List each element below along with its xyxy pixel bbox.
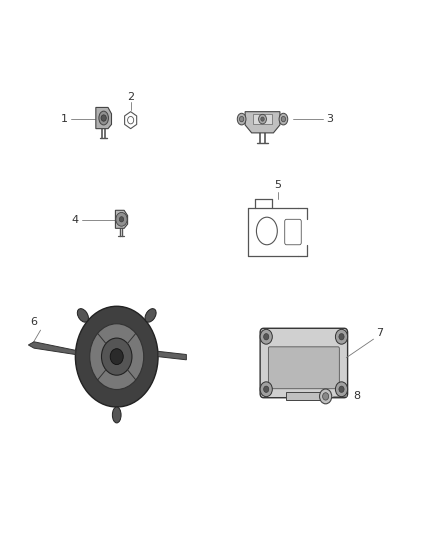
Circle shape — [322, 393, 328, 400]
Circle shape — [320, 389, 332, 404]
Circle shape — [336, 382, 348, 397]
Circle shape — [264, 386, 269, 392]
Polygon shape — [116, 211, 127, 228]
Text: 2: 2 — [127, 92, 134, 102]
Circle shape — [339, 334, 344, 340]
FancyBboxPatch shape — [260, 328, 348, 398]
Text: 8: 8 — [353, 391, 360, 401]
Text: 5: 5 — [274, 180, 281, 190]
Circle shape — [339, 386, 344, 392]
Polygon shape — [245, 112, 280, 133]
Ellipse shape — [145, 309, 156, 322]
Polygon shape — [96, 108, 112, 128]
Polygon shape — [28, 342, 75, 354]
Text: 1: 1 — [61, 114, 68, 124]
Text: 4: 4 — [72, 215, 79, 225]
Circle shape — [75, 306, 158, 407]
Circle shape — [110, 349, 123, 365]
Circle shape — [119, 216, 124, 222]
Polygon shape — [158, 351, 186, 360]
Circle shape — [281, 116, 286, 122]
Circle shape — [90, 324, 144, 390]
Ellipse shape — [78, 309, 88, 322]
Text: 7: 7 — [377, 328, 384, 338]
Circle shape — [336, 329, 348, 344]
Circle shape — [258, 114, 266, 124]
Text: 6: 6 — [31, 317, 38, 327]
Polygon shape — [253, 114, 272, 124]
Circle shape — [260, 382, 272, 397]
Circle shape — [260, 329, 272, 344]
Ellipse shape — [113, 407, 121, 423]
Circle shape — [116, 213, 127, 226]
Ellipse shape — [279, 114, 288, 125]
FancyBboxPatch shape — [286, 392, 322, 400]
Ellipse shape — [237, 114, 246, 125]
Circle shape — [240, 116, 244, 122]
Text: 3: 3 — [326, 114, 333, 124]
Circle shape — [101, 115, 106, 121]
Ellipse shape — [99, 111, 109, 125]
Circle shape — [264, 334, 269, 340]
FancyBboxPatch shape — [268, 347, 339, 389]
Circle shape — [261, 117, 264, 121]
Circle shape — [102, 338, 132, 375]
